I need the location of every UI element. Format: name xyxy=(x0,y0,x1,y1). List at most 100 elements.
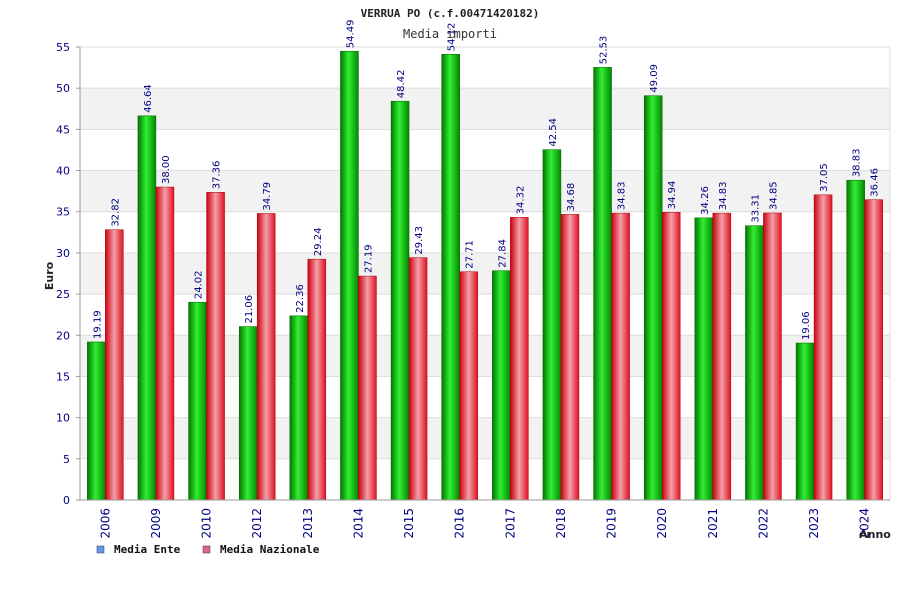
value-label-media-ente-2009: 46.64 xyxy=(143,84,154,113)
x-tick-label-2010: 2010 xyxy=(200,508,214,539)
bar-media-nazionale-2012 xyxy=(256,213,276,501)
x-tick-label-2009: 2009 xyxy=(149,508,163,539)
legend-label-media-nazionale: Media Nazionale xyxy=(220,543,320,556)
value-label-media-nazionale-2012: 34.79 xyxy=(262,182,273,211)
x-tick-label-2021: 2021 xyxy=(706,508,720,539)
bar-media-nazionale-2024 xyxy=(864,199,883,501)
legend-swatch-media-ente xyxy=(96,545,105,554)
y-axis-label: Euro xyxy=(43,261,56,290)
x-tick-label-2015: 2015 xyxy=(402,508,416,539)
bar-media-ente-2019 xyxy=(593,67,612,501)
value-label-media-ente-2023: 19.06 xyxy=(801,311,812,340)
value-label-media-nazionale-2017: 34.32 xyxy=(515,186,526,215)
x-tick-label-2019: 2019 xyxy=(605,508,619,539)
bar-media-nazionale-2009 xyxy=(155,186,175,501)
chart-subtitle: Media importi xyxy=(403,27,497,41)
value-label-media-ente-2014: 54.49 xyxy=(345,20,356,49)
value-label-media-nazionale-2016: 27.71 xyxy=(465,240,476,269)
value-label-media-ente-2019: 52.53 xyxy=(599,36,610,65)
bar-media-nazionale-2006 xyxy=(105,229,124,501)
legend-item-media-ente: Media Ente xyxy=(96,543,181,556)
x-tick-label-2014: 2014 xyxy=(351,508,365,539)
legend-label-media-ente: Media Ente xyxy=(114,543,181,556)
value-label-media-nazionale-2014: 27.19 xyxy=(363,244,374,273)
y-tick-label: 10 xyxy=(56,412,70,425)
value-label-media-ente-2010: 24.02 xyxy=(194,271,205,300)
bar-media-nazionale-2022 xyxy=(763,212,782,501)
bar-media-nazionale-2018 xyxy=(560,214,580,501)
y-tick-label: 30 xyxy=(56,247,70,260)
value-label-media-nazionale-2018: 34.68 xyxy=(566,183,577,212)
y-tick-label: 20 xyxy=(56,329,70,342)
value-label-media-ente-2021: 34.26 xyxy=(700,186,711,215)
value-label-media-nazionale-2021: 34.83 xyxy=(718,181,729,210)
y-tick-label: 25 xyxy=(56,288,70,301)
y-tick-label: 5 xyxy=(63,453,70,466)
x-tick-label-2006: 2006 xyxy=(98,508,112,539)
value-label-media-ente-2022: 33.31 xyxy=(750,194,761,223)
bar-media-ente-2006 xyxy=(87,341,106,501)
x-tick-label-2016: 2016 xyxy=(453,508,467,539)
value-label-media-nazionale-2013: 29.24 xyxy=(313,228,324,257)
bar-media-ente-2017 xyxy=(492,270,511,501)
value-label-media-nazionale-2024: 36.46 xyxy=(870,168,881,197)
value-label-media-ente-2006: 19.19 xyxy=(92,310,103,339)
bar-media-ente-2009 xyxy=(137,115,157,501)
value-label-media-nazionale-2009: 38.00 xyxy=(161,155,172,184)
bars-group xyxy=(87,50,883,501)
bar-media-ente-2018 xyxy=(542,149,562,501)
value-label-media-ente-2013: 22.36 xyxy=(295,284,306,313)
value-label-media-ente-2017: 27.84 xyxy=(497,239,508,268)
grid-band xyxy=(80,88,890,130)
value-label-media-nazionale-2020: 34.94 xyxy=(667,181,678,210)
grid-band xyxy=(80,129,890,171)
bar-media-nazionale-2013 xyxy=(307,258,327,501)
y-tick-label: 35 xyxy=(56,206,70,219)
value-label-media-nazionale-2010: 37.36 xyxy=(212,161,223,190)
bar-media-nazionale-2015 xyxy=(408,257,428,501)
x-tick-label-2018: 2018 xyxy=(554,508,568,539)
value-labels-group: 19.19 32.82 46.64 38.00 24.02 37.36 21.06 34.79… xyxy=(92,20,880,340)
chart-title: VERRUA PO (c.f.00471420182) xyxy=(361,7,540,20)
value-label-media-ente-2012: 21.06 xyxy=(244,295,255,324)
value-label-media-nazionale-2015: 29.43 xyxy=(414,226,425,255)
x-axis-ticks: 2006 2009 2010 2012 2013 2014 2015 2016 2017 2018… xyxy=(98,508,871,539)
bar-media-nazionale-2014 xyxy=(358,275,377,501)
bar-media-ente-2012 xyxy=(238,326,258,501)
bar-media-nazionale-2023 xyxy=(813,194,833,501)
bar-media-nazionale-2017 xyxy=(510,217,529,501)
x-tick-label-2023: 2023 xyxy=(807,508,821,539)
value-label-media-ente-2018: 42.54 xyxy=(548,118,559,147)
bar-media-nazionale-2016 xyxy=(459,271,478,501)
bar-media-nazionale-2021 xyxy=(712,212,732,501)
value-label-media-ente-2016: 54.12 xyxy=(447,23,458,52)
x-tick-label-2013: 2013 xyxy=(301,508,315,539)
bar-media-ente-2013 xyxy=(289,315,309,501)
bar-media-ente-2022 xyxy=(745,225,764,501)
x-axis-label: Anno xyxy=(859,528,891,541)
bar-media-ente-2015 xyxy=(390,100,410,501)
x-tick-label-2020: 2020 xyxy=(655,508,669,539)
bar-media-ente-2016 xyxy=(441,53,460,501)
bar-media-ente-2023 xyxy=(795,342,815,501)
x-tick-label-2017: 2017 xyxy=(503,508,517,539)
bar-media-ente-2020 xyxy=(643,95,663,501)
x-tick-label-2024: 2024 xyxy=(858,508,872,539)
value-label-media-nazionale-2006: 32.82 xyxy=(110,198,121,227)
y-tick-label: 45 xyxy=(56,123,70,136)
x-tick-label-2022: 2022 xyxy=(756,508,770,539)
value-label-media-nazionale-2023: 37.05 xyxy=(819,163,830,192)
legend-item-media-nazionale: Media Nazionale xyxy=(202,543,320,556)
bar-media-ente-2024 xyxy=(846,179,865,501)
value-label-media-nazionale-2019: 34.83 xyxy=(617,181,628,210)
y-tick-label: 55 xyxy=(56,41,70,54)
x-tick-label-2012: 2012 xyxy=(250,508,264,539)
y-tick-label: 50 xyxy=(56,82,70,95)
bar-media-nazionale-2019 xyxy=(611,212,630,501)
y-axis-ticks: 0 5 10 15 20 25 30 35 40 45 50 55 xyxy=(56,41,80,507)
value-label-media-nazionale-2022: 34.85 xyxy=(768,181,779,210)
bar-media-ente-2010 xyxy=(188,301,207,501)
legend: Media Ente Media Nazionale xyxy=(96,543,320,556)
grid-band xyxy=(80,47,890,89)
